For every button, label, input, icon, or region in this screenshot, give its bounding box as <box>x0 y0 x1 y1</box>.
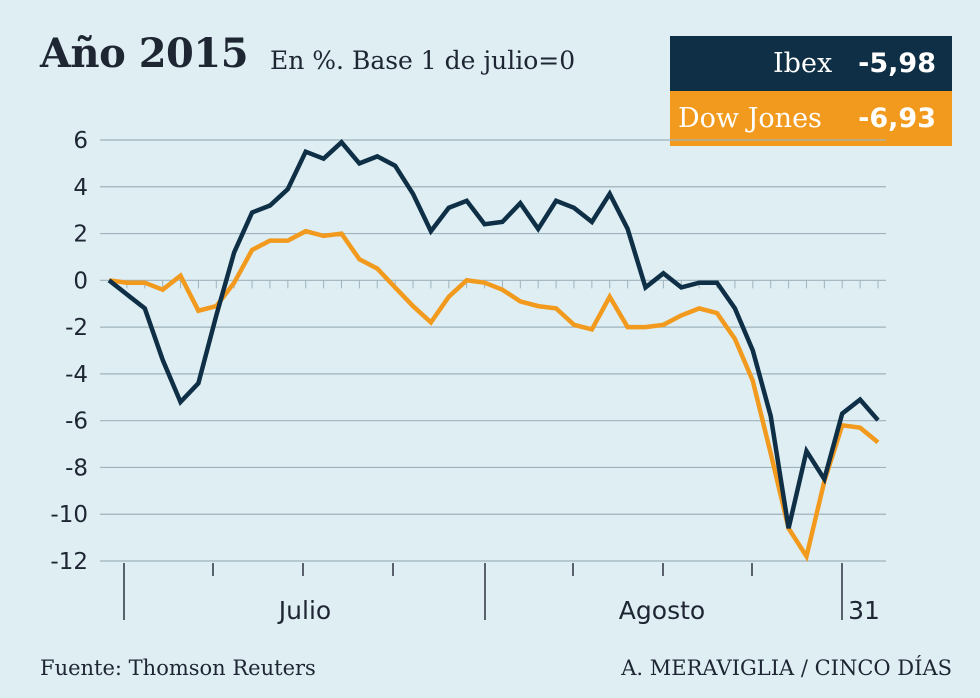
y-tick-label: 6 <box>73 128 88 154</box>
x-tick-label: Julio <box>277 596 331 625</box>
credit-note: A. MERAVIGLIA / CINCO DÍAS <box>621 656 952 680</box>
chart-subtitle: En %. Base 1 de julio=0 <box>270 46 576 75</box>
y-tick-label: 2 <box>73 222 88 248</box>
source-note: Fuente: Thomson Reuters <box>40 656 316 680</box>
y-tick-label: -12 <box>50 549 88 575</box>
y-tick-label: -2 <box>65 315 88 341</box>
y-tick-label: -10 <box>50 502 88 528</box>
y-tick-label: -8 <box>65 455 88 481</box>
legend-dow-jones-name: Dow Jones <box>678 103 822 134</box>
x-tick-label: 31 <box>848 596 880 625</box>
legend-ibex: Ibex -5,98 <box>670 36 952 91</box>
legend-ibex-name: Ibex <box>773 48 833 79</box>
series-line-dow-jones <box>108 228 880 562</box>
y-tick-label: -6 <box>65 409 88 435</box>
chart-title: Año 2015 <box>40 30 249 77</box>
y-tick-label: 4 <box>73 175 88 201</box>
y-tick-label: 0 <box>73 268 88 294</box>
legend-dow-jones-value: -6,93 <box>858 103 936 134</box>
y-tick-label: -4 <box>65 362 88 388</box>
legend: Ibex -5,98 Dow Jones -6,93 <box>670 36 952 146</box>
legend-dow-jones: Dow Jones -6,93 <box>670 91 952 146</box>
legend-ibex-value: -5,98 <box>858 48 936 79</box>
x-tick-label: Agosto <box>619 596 705 625</box>
series-line-ibex <box>107 139 880 529</box>
